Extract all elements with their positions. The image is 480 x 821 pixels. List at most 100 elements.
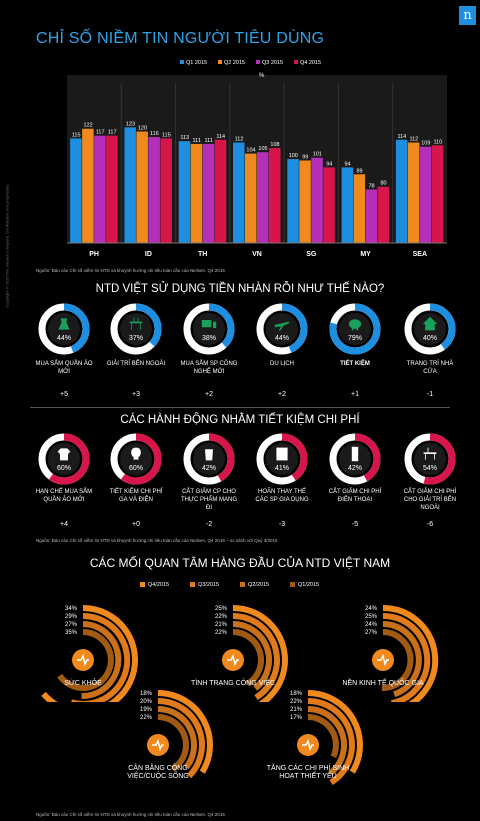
- divider: [30, 407, 450, 408]
- bar-value-label: 89: [357, 168, 363, 174]
- bar-my-q3: [365, 189, 378, 243]
- bar-id-q1: [124, 127, 136, 243]
- donut-arc: [404, 303, 456, 355]
- concern-label: NỀN KINH TẾ QUỐC GIA: [342, 680, 424, 687]
- ring-value: 27%: [65, 622, 78, 628]
- legend-swatch: [256, 60, 260, 64]
- donut-percent: 42%: [202, 465, 216, 472]
- legend-label: Q3 2015: [262, 60, 283, 66]
- bar-th-q2: [190, 143, 203, 243]
- donut-arc: [183, 303, 235, 355]
- ring-value: 18%: [140, 691, 153, 697]
- ring-arc: [71, 612, 131, 702]
- donut-4: 41%: [256, 433, 308, 485]
- donut-label: GIẢI TRÍ BÊN NGOÀI: [106, 361, 166, 367]
- shirt-icon: [57, 448, 71, 461]
- donut-arc: [110, 303, 162, 355]
- donut-label: MUA SẮM QUẦN ÁO MỚI: [35, 361, 93, 375]
- donut-change: +4: [60, 521, 68, 528]
- ring-arc: [381, 629, 414, 692]
- donut-6: 54%: [404, 433, 456, 485]
- legend-swatch: [218, 60, 222, 64]
- ring-value: 21%: [215, 622, 228, 628]
- concern-label: CÂN BẰNG CÔNG VIỆC/CUỘC SỐNG: [127, 765, 189, 780]
- legend-swatch: [290, 582, 295, 588]
- bar-value-label: 120: [138, 126, 147, 132]
- bar-value-label: 117: [96, 130, 105, 136]
- source-note-3: Nguồn: Báo cáo Chỉ số niềm tin NTD và kh…: [36, 812, 225, 817]
- donut-label: CẮT GIẢM CHI PHÍ ĐIỆN THOẠI: [328, 489, 382, 503]
- legend-swatch: [140, 582, 145, 588]
- ring-value: 27%: [365, 630, 378, 636]
- donut-arc: [38, 303, 90, 355]
- bar-value-label: 123: [126, 121, 135, 127]
- dinner-icon: [423, 447, 437, 460]
- category-label: SG: [306, 251, 317, 258]
- bar-my-q4: [377, 186, 390, 243]
- bar-value-label: 122: [84, 123, 93, 129]
- bar-value-label: 100: [289, 153, 298, 159]
- bar-vn-q1: [233, 142, 245, 243]
- donut-percent: 54%: [423, 465, 437, 472]
- ring-value: 20%: [140, 699, 153, 705]
- donut-center: [193, 313, 225, 345]
- donut-percent: 37%: [129, 335, 143, 342]
- concern-label: SỨC KHỎE: [64, 680, 102, 687]
- section-title-top-concerns: CÁC MỐI QUAN TÂM HÀNG ĐẦU CỦA NTD VIỆT N…: [89, 556, 391, 570]
- donut-5: 42%: [329, 433, 381, 485]
- icon-glyph: [152, 738, 164, 752]
- bar-id-q3: [148, 137, 160, 243]
- donut-label: HẠN CHẾ MUA SẮM QUẦN ÁO MỚI: [35, 489, 93, 503]
- ring-arc: [382, 604, 439, 702]
- donut-change: +5: [60, 391, 68, 398]
- ring-arc: [382, 612, 431, 702]
- donut-change: -3: [278, 521, 286, 528]
- donut-arc: [329, 433, 381, 485]
- concern-chart-1: 34% 29% 27% 35%: [41, 605, 138, 702]
- bar-value-label: 111: [205, 138, 213, 144]
- ring-value: 25%: [365, 614, 378, 620]
- donut-3: 38%: [183, 303, 235, 355]
- legend-label: Q2/2015: [248, 582, 270, 588]
- ring-value: 24%: [365, 622, 378, 628]
- bar-id-q2: [136, 131, 148, 243]
- page-title: CHỈ SỐ NIỀM TIN NGƯỜI TIÊU DÙNG: [36, 30, 325, 47]
- ring-value: 22%: [215, 614, 228, 620]
- donut-4: 44%: [256, 303, 308, 355]
- bar-value-label: 111: [193, 138, 201, 144]
- concern-chart-5: 18% 22% 21% 17%: [290, 690, 363, 786]
- donut-percent: 42%: [348, 465, 362, 472]
- bar-ph-q2: [82, 128, 94, 243]
- donut-arc: [256, 303, 308, 355]
- donut-arc: [404, 433, 456, 485]
- ring-value: 35%: [65, 630, 78, 636]
- health-icon: [72, 649, 94, 671]
- bar-ph-q3: [94, 135, 106, 243]
- donut-change: -2: [205, 521, 213, 528]
- ring-arc: [81, 621, 122, 700]
- donut-change: +0: [132, 521, 140, 528]
- category-label: TH: [198, 251, 207, 258]
- legend-label: Q1/2015: [298, 582, 320, 588]
- legend-swatch: [180, 60, 184, 64]
- donut-arc: [329, 303, 381, 355]
- legend-label: Q1 2015: [186, 60, 207, 66]
- category-label: SEA: [413, 251, 427, 258]
- legend-swatch: [294, 60, 298, 64]
- bar-value-label: 104: [246, 148, 255, 154]
- bar-value-label: 110: [433, 139, 442, 145]
- ring-value: 22%: [140, 715, 153, 721]
- donut-center: [414, 443, 446, 475]
- ring-arc: [41, 605, 138, 702]
- ring-arc: [232, 620, 272, 691]
- ring-value: 25%: [215, 606, 228, 612]
- device-icon: [201, 320, 217, 328]
- donut-change: -6: [426, 521, 434, 528]
- ring-value: 22%: [290, 699, 303, 705]
- bulb-icon: [131, 447, 141, 460]
- bar-value-label: 108: [270, 142, 279, 148]
- donut-center: [120, 313, 152, 345]
- concern-legend-item: Q1/2015: [290, 582, 319, 588]
- bar-value-label: 115: [72, 132, 81, 138]
